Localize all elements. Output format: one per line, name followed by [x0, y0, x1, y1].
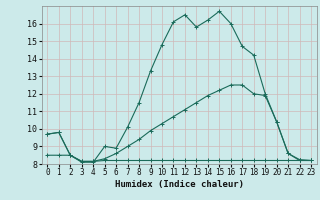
- X-axis label: Humidex (Indice chaleur): Humidex (Indice chaleur): [115, 180, 244, 189]
